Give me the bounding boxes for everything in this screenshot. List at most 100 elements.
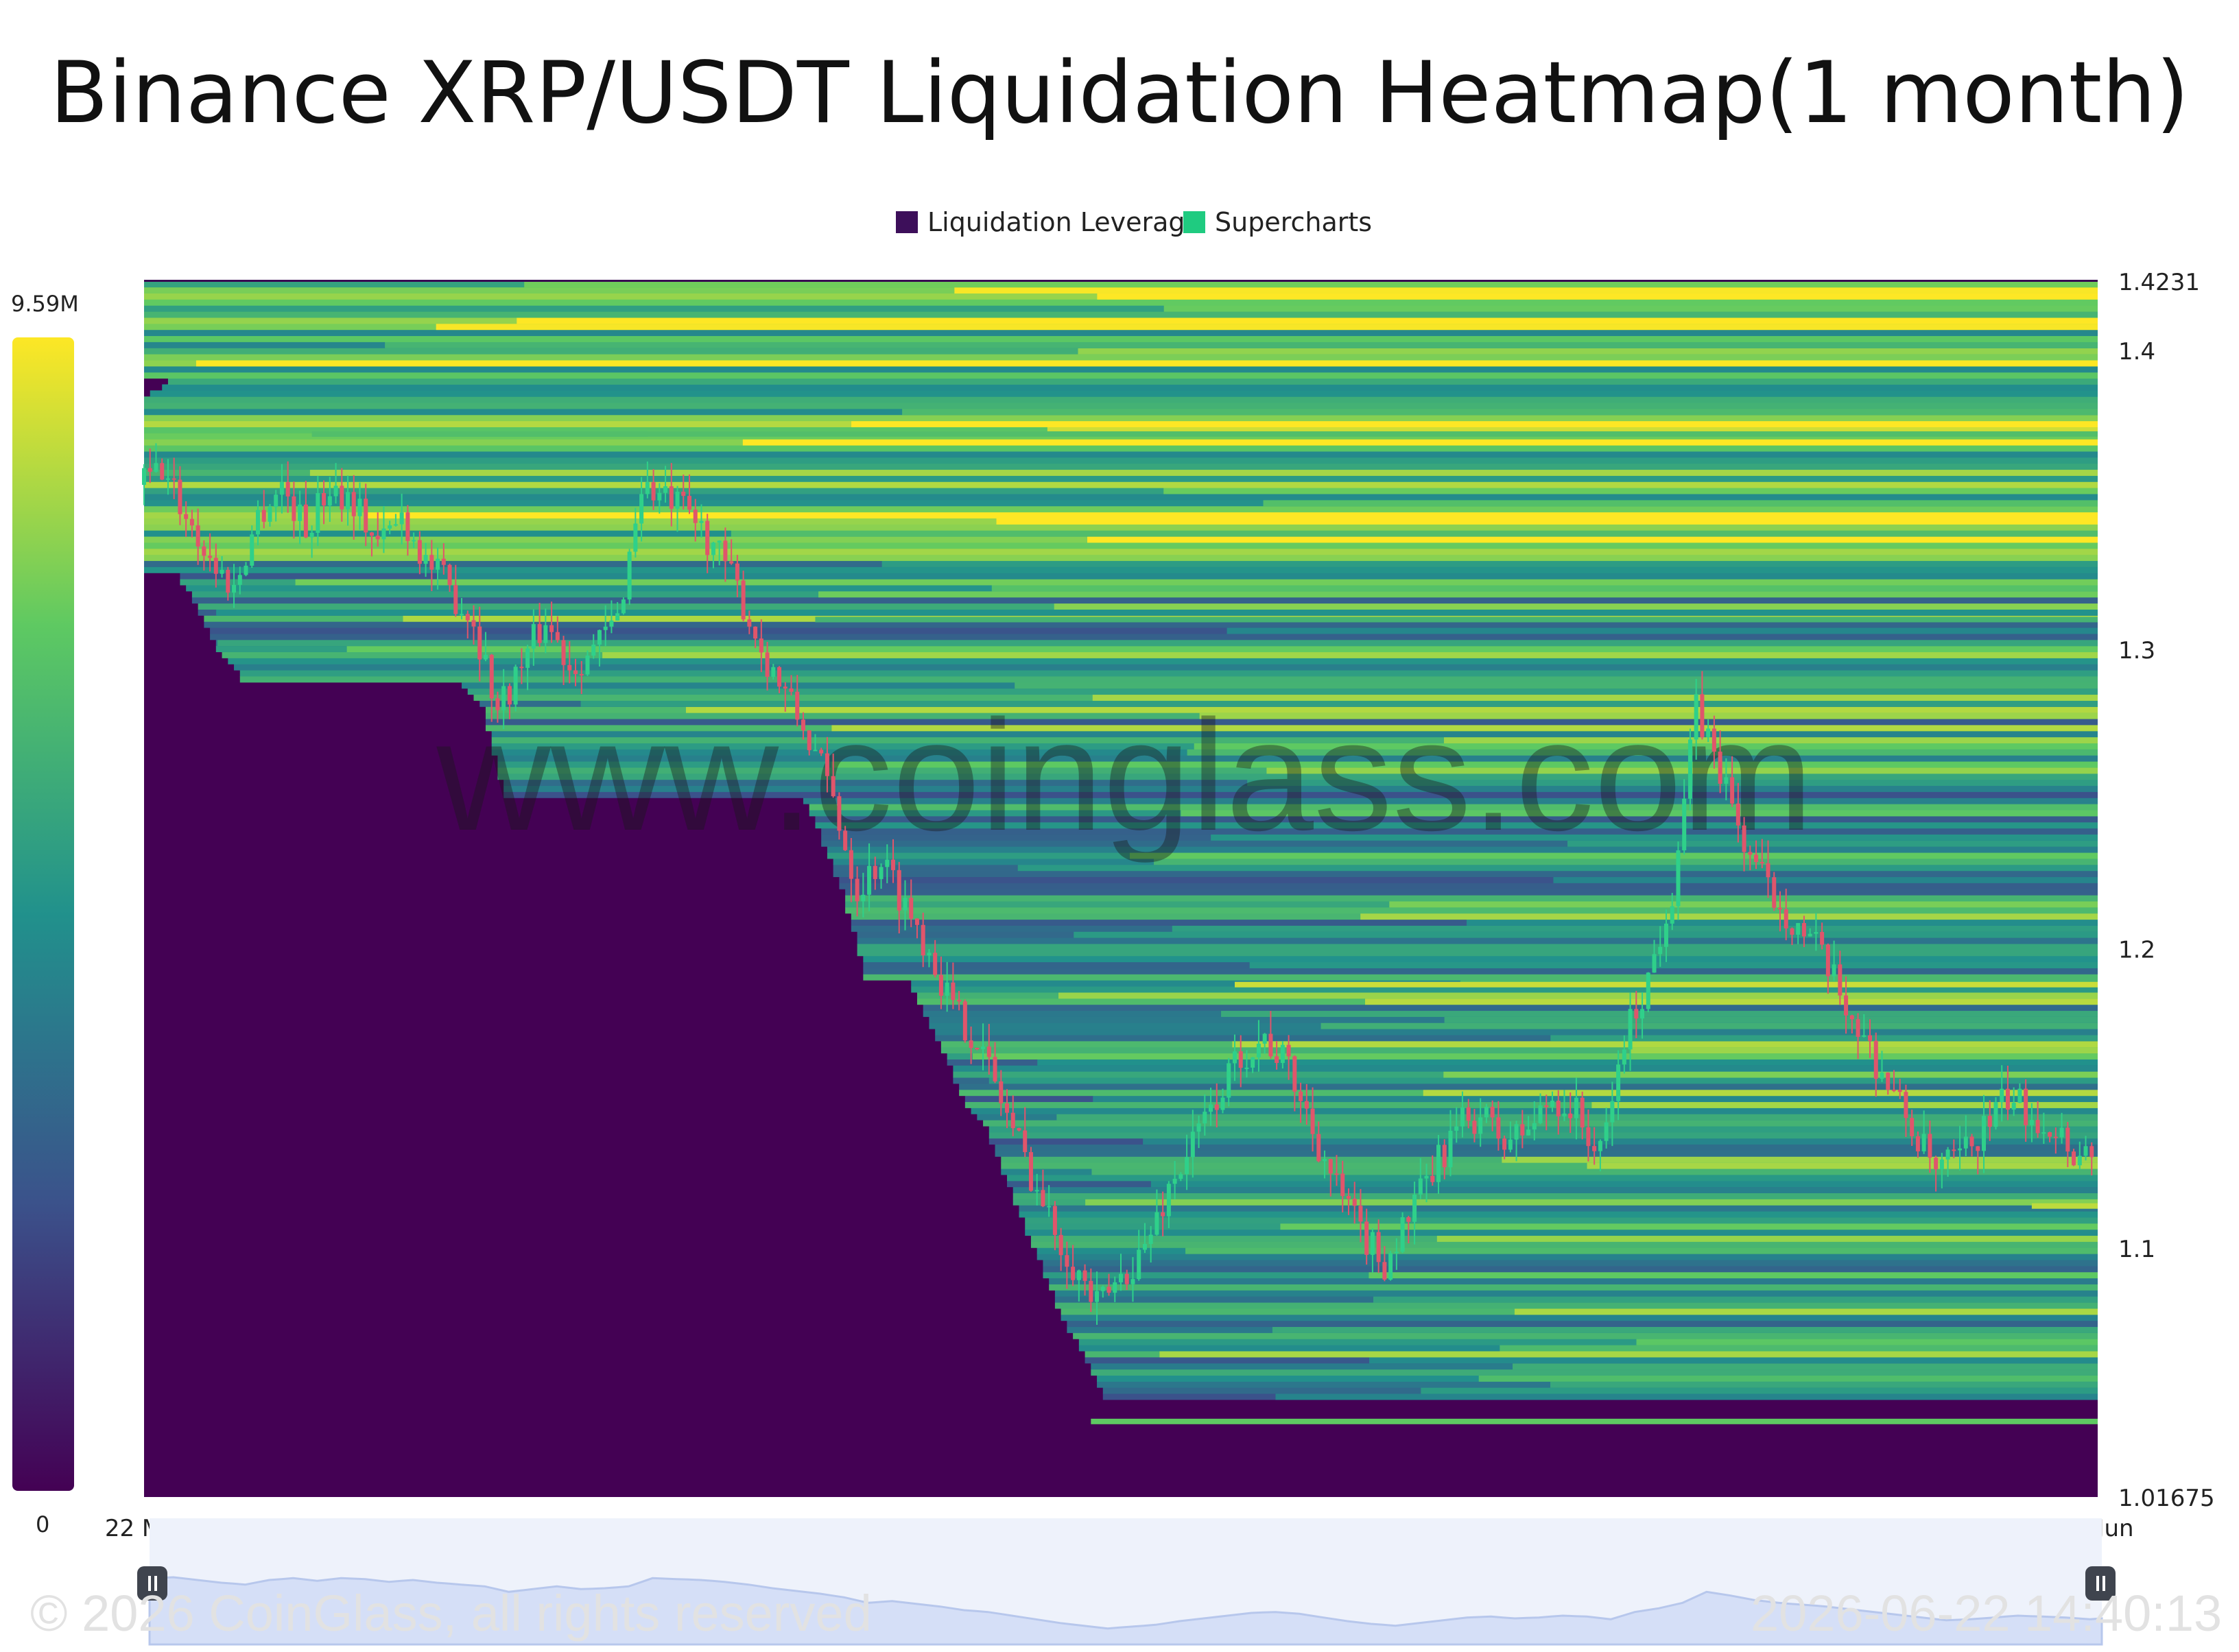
candle-body [735,563,739,581]
heatmap-band [467,688,2098,695]
candle-body [867,865,872,895]
candle-body [1844,995,1849,1016]
heatmap-band [1061,1314,2098,1321]
heatmap-band [1093,1095,2098,1103]
candle-body [843,830,848,850]
candle-body [1969,1136,1974,1147]
candle-body [298,504,303,521]
candle-body [1562,1113,1567,1116]
navigator-handle-right[interactable] [2085,1566,2116,1601]
candle-body [303,504,308,538]
heatmap-band [1172,925,2098,932]
svg-text:www.coinglass.com: www.coinglass.com [436,687,1814,863]
candle-body [1568,1113,1573,1118]
candle-body [232,584,237,593]
candle-body [1047,1206,1052,1208]
heatmap-band [1500,1345,2098,1352]
candle-body [1706,728,1711,737]
candle-body [309,532,314,538]
heatmap-band [1017,864,2098,872]
heatmap-band [991,585,2098,592]
heatmap-band [144,335,2098,342]
heatmap-band [972,1053,2098,1060]
candle-body [579,673,584,675]
heatmap-band [1163,488,2098,494]
candle-body [501,686,506,710]
candle-body [567,665,572,671]
heatmap-band [602,651,2098,658]
heatmap-band [210,627,2098,634]
candle-body [1052,1206,1057,1235]
heatmap-band [491,730,2098,738]
heatmap-band [988,1077,2098,1084]
candle-body [1856,1019,1860,1037]
navigator-handle-left[interactable] [137,1566,167,1601]
candle-body [1622,1049,1626,1065]
heatmap-band [833,870,2098,878]
time-navigator[interactable] [137,1518,2116,1646]
candle-body [1256,1043,1261,1057]
candle-body [1550,1101,1555,1108]
candle-body [1544,1105,1549,1108]
candle-body [897,870,901,911]
candle-body [292,496,296,521]
candle-body [609,620,614,627]
candle-body [340,486,344,510]
heatmap-band [1185,1247,2098,1254]
candle-body [1010,1112,1015,1129]
heatmap-band [1502,1156,2098,1163]
candle-body [171,478,176,480]
candle-body [2089,1146,2094,1158]
heatmap-band [144,451,2098,458]
candle-body [1142,1243,1147,1250]
candle-body [1873,1040,1878,1079]
candle-body [1023,1130,1028,1153]
candle-body [1556,1101,1561,1116]
heatmap-band [1030,1241,2098,1248]
candle-body [1663,923,1668,947]
liquidation-line [311,431,2098,437]
heatmap-band [196,359,2098,367]
candle-body [160,463,165,480]
candle-body [2059,1127,2064,1138]
candle-body [1928,1134,1932,1158]
heatmap-band [815,815,2098,823]
candle-body [1472,1121,1477,1134]
candle-body [1862,1035,1867,1037]
candle-body [645,482,650,494]
heatmap-band [144,354,2098,361]
heatmap-band [1444,1016,2098,1023]
candle-body [813,750,818,752]
heatmap-plot[interactable] [144,280,2098,1497]
candle-body [573,670,578,674]
candle-body [1280,1044,1285,1064]
heatmap-band [1025,1229,2098,1236]
heatmap-band [1012,1186,2098,1193]
candle-body [1945,1149,1950,1160]
candle-body [1735,803,1740,826]
candle-body [1137,1249,1141,1280]
heatmap-band [1467,919,2098,926]
heatmap-band [1373,1296,2098,1303]
watermark: www.coinglass.com [436,687,1814,863]
heatmap-band [1443,1071,2098,1078]
candle-body [795,691,800,720]
heatmap-band [685,706,2098,713]
candle-body [1993,1102,1998,1127]
candle-body [687,496,691,510]
candle-body [1832,964,1836,977]
candle-body [322,492,327,506]
candle-body [957,1000,962,1002]
candle-body [441,558,446,565]
legend-item-liquidation-leverage[interactable]: Liquidation Leverage [896,207,1201,237]
heatmap-band [1443,737,2098,743]
legend-item-supercharts[interactable]: Supercharts [1183,207,1372,237]
heatmap-band [845,895,2098,902]
y-tick-label: 1.1 [2118,1236,2155,1263]
candle-body [274,494,279,507]
candle-body [1058,1234,1063,1256]
heatmap-band [1227,627,2098,634]
candle-body [819,750,824,754]
candle-body [255,510,260,535]
